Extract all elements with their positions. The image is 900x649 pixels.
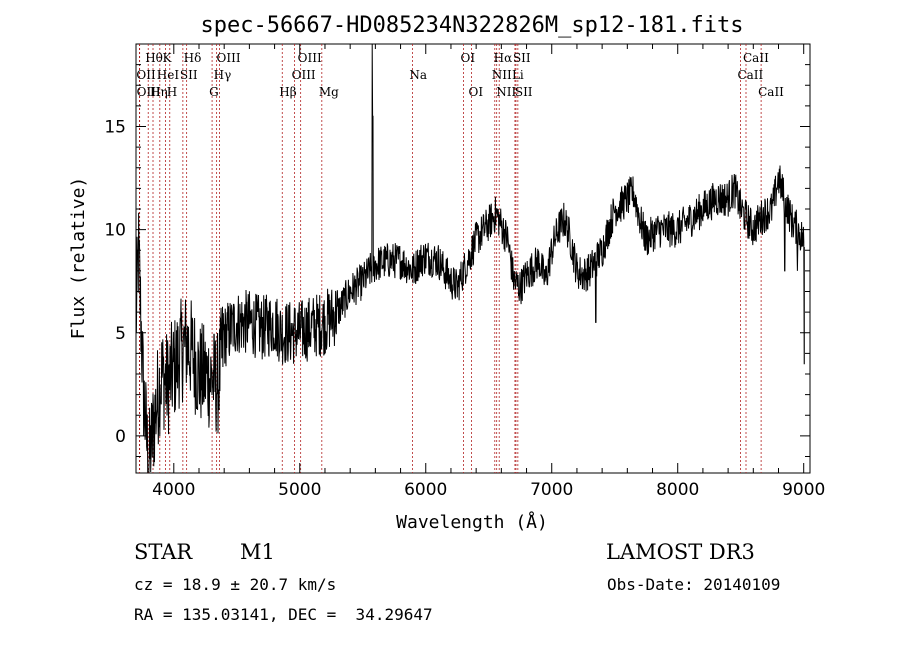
object-subclass: M1 [240, 540, 275, 564]
spectral-line-label: OIII [292, 68, 316, 82]
spectral-line-label: OI [461, 51, 476, 65]
y-tick-label: 5 [115, 324, 126, 344]
spectral-line-label: Hα [494, 51, 513, 65]
axis-ticks: 4000 5000 6000 7000 8000 9000 0 5 10 15 [104, 44, 825, 500]
y-tick-label: 15 [104, 118, 126, 138]
y-tick-label: 0 [115, 427, 126, 447]
object-class: STAR [134, 540, 193, 564]
plot-frame [135, 43, 811, 474]
x-tick-label: 8000 [656, 480, 699, 500]
spectrum-line [135, 43, 805, 473]
spectral-line-label: OIII [137, 85, 161, 99]
survey-name: LAMOST DR3 [606, 540, 755, 564]
spectral-line-label: OII [136, 68, 156, 82]
spectrum-series [135, 43, 805, 473]
x-tick-label: 5000 [278, 480, 321, 500]
spectral-line-label: HeI [157, 68, 180, 82]
spectral-line-label: Hγ [214, 68, 232, 82]
coordinates: RA = 135.03141, DEC = 34.29647 [134, 605, 433, 624]
spectral-line-label: CaII [743, 51, 769, 65]
redshift-cz: cz = 18.9 ± 20.7 km/s [134, 575, 337, 594]
spectral-line-label: OIII [298, 51, 322, 65]
spectral-line-label: Li [512, 68, 524, 82]
x-tick-label: 6000 [404, 480, 447, 500]
spectral-line-label: Hη [150, 85, 168, 99]
spectral-line-label: OIII [217, 51, 241, 65]
y-axis-label: Flux (relative) [68, 177, 89, 340]
spectral-line-label: K [162, 51, 172, 65]
spectral-line-label: SII [515, 85, 533, 99]
spectral-line-label: Na [409, 68, 427, 82]
spectral-line-label: CaII [758, 85, 784, 99]
spectral-line-label: CaII [737, 68, 763, 82]
spectral-line-markers [139, 44, 762, 473]
spectral-line-label: NII [496, 85, 516, 99]
spectral-line-label: Mg [319, 85, 339, 99]
observation-date: Obs-Date: 20140109 [607, 575, 781, 594]
y-tick-label: 10 [104, 221, 126, 241]
spectral-line-label: H [167, 85, 177, 99]
chart-title: spec-56667-HD085234N322826M_sp12-181.fit… [200, 13, 743, 38]
spectral-line-label: Hβ [279, 85, 296, 99]
x-tick-label: 4000 [152, 480, 195, 500]
spectral-line-label: OI [468, 85, 483, 99]
x-tick-label: 9000 [782, 480, 825, 500]
x-axis-label: Wavelength (Å) [396, 511, 548, 533]
spectral-line-label: SII [513, 51, 531, 65]
spectral-line-label: Hθ [145, 51, 163, 65]
spectral-line-label: NII [492, 68, 512, 82]
x-tick-label: 7000 [530, 480, 573, 500]
spectral-line-label: Hδ [184, 51, 202, 65]
spectral-line-label: SII [180, 68, 198, 82]
spectral-line-label: G [209, 85, 219, 99]
